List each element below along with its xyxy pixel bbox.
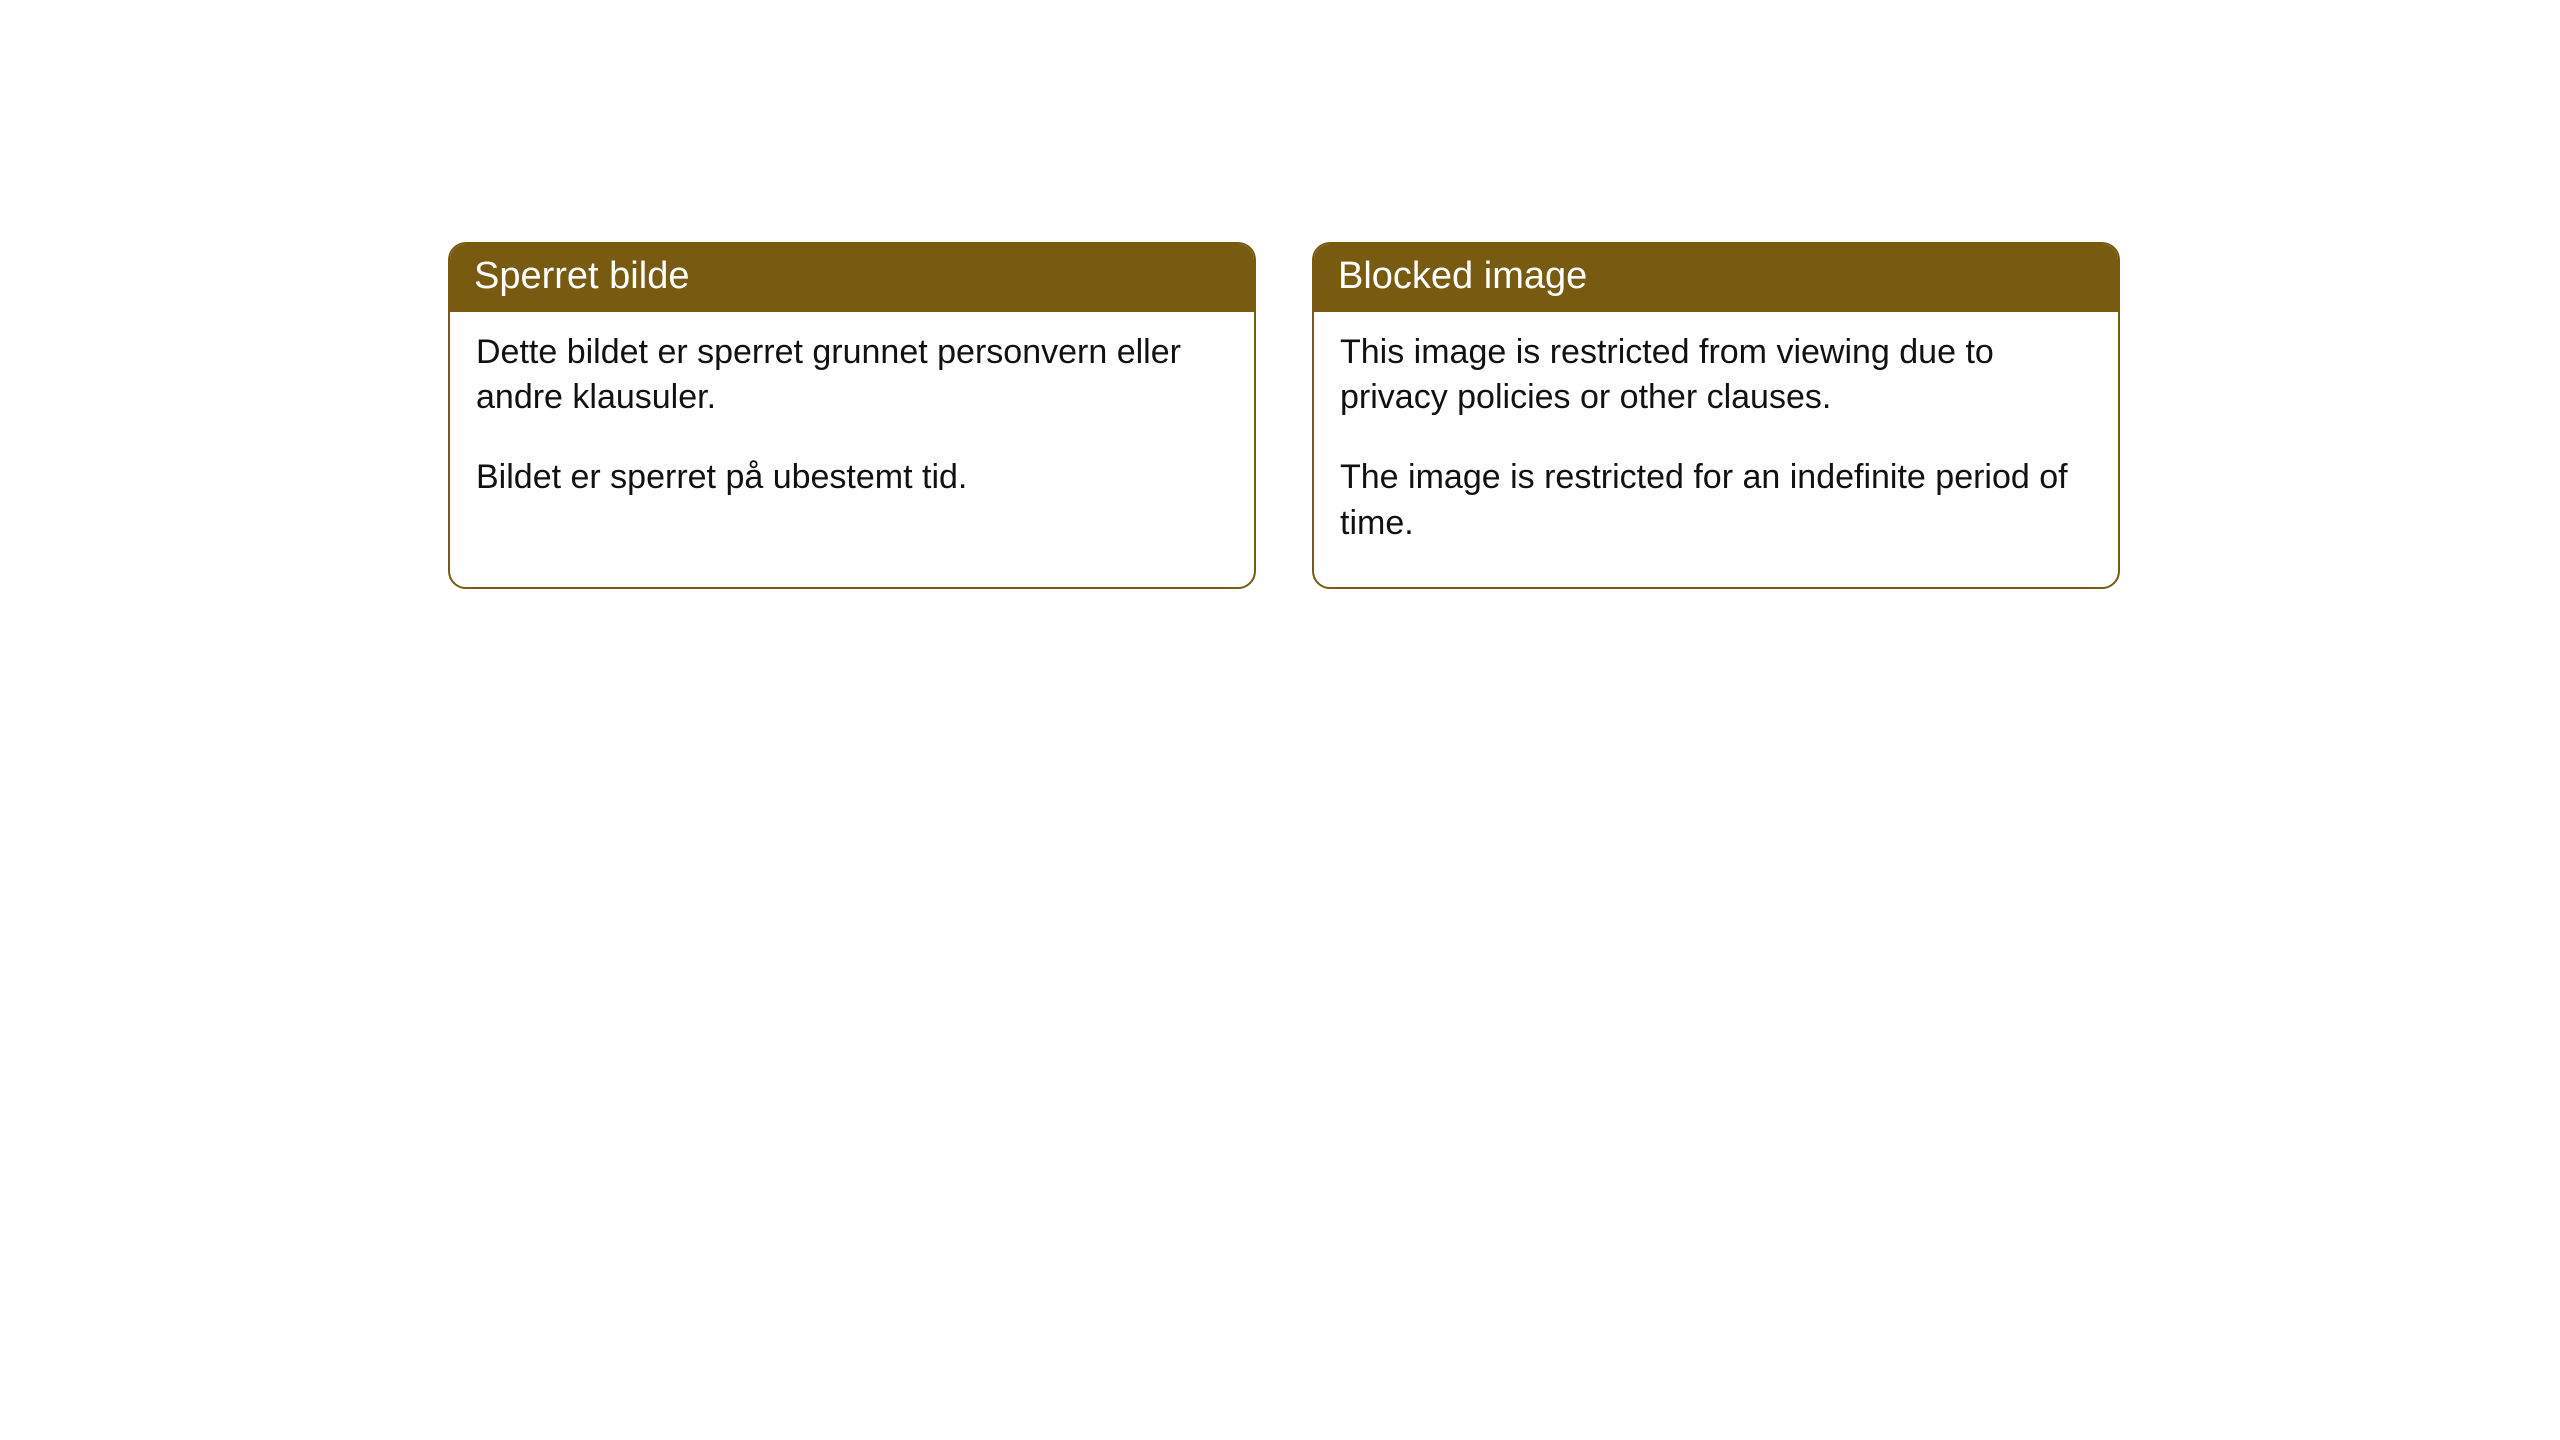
blocked-image-card-no: Sperret bilde Dette bildet er sperret gr… bbox=[448, 242, 1256, 589]
card-paragraph: The image is restricted for an indefinit… bbox=[1340, 455, 2092, 547]
card-title: Sperret bilde bbox=[450, 244, 1254, 312]
notice-cards-container: Sperret bilde Dette bildet er sperret gr… bbox=[0, 0, 2560, 589]
card-title: Blocked image bbox=[1314, 244, 2118, 312]
card-paragraph: Dette bildet er sperret grunnet personve… bbox=[476, 330, 1228, 422]
blocked-image-card-en: Blocked image This image is restricted f… bbox=[1312, 242, 2120, 589]
card-body: This image is restricted from viewing du… bbox=[1314, 312, 2118, 588]
card-paragraph: Bildet er sperret på ubestemt tid. bbox=[476, 455, 1228, 501]
card-paragraph: This image is restricted from viewing du… bbox=[1340, 330, 2092, 422]
card-body: Dette bildet er sperret grunnet personve… bbox=[450, 312, 1254, 542]
